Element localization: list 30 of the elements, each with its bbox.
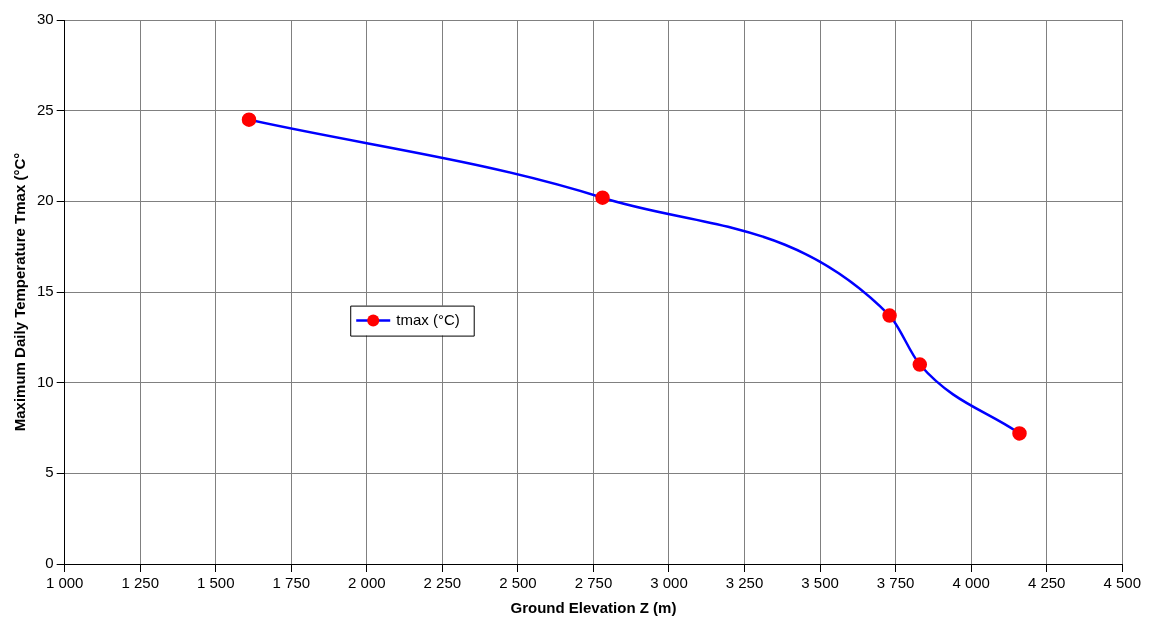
- x-tick-label: 4 500: [1103, 574, 1142, 592]
- y-axis-title: Maximum Daily Temperature Tmax (°C°: [11, 152, 29, 432]
- y-tick-label: 5: [45, 463, 54, 481]
- legend-label: tmax (°C): [396, 310, 460, 328]
- y-tick-label: 30: [37, 10, 54, 28]
- y-tick-label: 20: [37, 191, 54, 209]
- x-tick-label: 1 000: [45, 574, 84, 592]
- x-tick-label: 4 250: [1027, 574, 1066, 592]
- y-tick-label: 0: [45, 554, 54, 572]
- point: [882, 308, 897, 323]
- x-tick-label: 3 750: [876, 574, 915, 592]
- y-tick-label: 15: [37, 282, 54, 300]
- point: [241, 112, 257, 127]
- y-tick-label: 25: [37, 100, 54, 118]
- x-tick-label: 2 250: [423, 574, 462, 592]
- x-tick-label: 3 500: [801, 574, 839, 592]
- point: [912, 357, 928, 372]
- x-tick-label: 1 500: [196, 574, 235, 592]
- x-tick-label: 3 250: [725, 574, 764, 592]
- y-tick-label: 10: [37, 372, 54, 390]
- x-tick-label: 1 750: [272, 574, 311, 592]
- x-tick-label: 2 000: [348, 574, 386, 592]
- x-tick-label: 4 000: [952, 574, 990, 592]
- point: [1012, 426, 1027, 441]
- x-axis-title: Ground Elevation Z (m): [510, 599, 677, 617]
- x-tick-label: 2 500: [499, 574, 537, 592]
- x-tick-label: 2 750: [574, 574, 613, 592]
- x-tick-label: 1 250: [121, 574, 159, 592]
- point: [595, 190, 610, 205]
- x-tick-label: 3 000: [650, 574, 688, 592]
